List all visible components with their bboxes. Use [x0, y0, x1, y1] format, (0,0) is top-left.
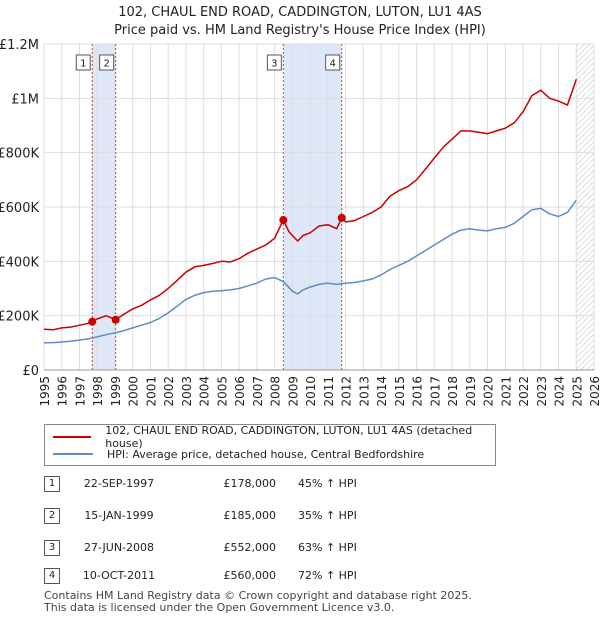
legend-item-price: 102, CHAUL END ROAD, CADDINGTON, LUTON, …	[53, 424, 495, 450]
x-tick-label: 1995	[38, 376, 52, 407]
legend-swatch-price	[53, 436, 92, 438]
x-tick-label: 2018	[446, 376, 460, 407]
x-tick-label: 2022	[517, 376, 531, 407]
sale-label-text: 1	[80, 59, 86, 70]
legend-label-price: 102, CHAUL END ROAD, CADDINGTON, LUTON, …	[105, 424, 473, 450]
x-tick-label: 2016	[411, 376, 425, 407]
y-tick-label: £600K	[0, 201, 39, 216]
transaction-date: 15-JAN-1999	[84, 509, 154, 522]
transaction-row: 1 22-SEP-1997 £178,000 45% ↑ HPI	[44, 476, 524, 494]
transaction-date: 27-JUN-2008	[83, 541, 155, 554]
chart-title: 102, CHAUL END ROAD, CADDINGTON, LUTON, …	[118, 5, 482, 20]
x-tick-label: 2004	[198, 376, 212, 407]
sale-label-text: 4	[330, 59, 336, 70]
x-tick-label: 2023	[535, 376, 549, 407]
x-tick-label: 2015	[393, 376, 407, 407]
y-tick-label: £1.2M	[0, 38, 39, 53]
footer-copyright: Contains HM Land Registry data © Crown c…	[44, 589, 472, 602]
x-tick-label: 2026	[588, 376, 600, 407]
transaction-number-badge: 1	[44, 476, 60, 492]
legend-item-hpi: HPI: Average price, detached house, Cent…	[53, 446, 424, 462]
y-tick-label: £800K	[0, 147, 39, 162]
x-tick-label: 2012	[340, 376, 354, 407]
x-tick-label: 2025	[570, 376, 584, 407]
x-tick-label: 2002	[162, 376, 176, 407]
transaction-price: £178,000	[223, 477, 277, 490]
x-tick-label: 2011	[322, 376, 336, 407]
transaction-date: 22-SEP-1997	[83, 477, 155, 490]
x-tick-label: 2008	[269, 376, 283, 407]
x-tick-label: 2020	[482, 376, 496, 407]
sale-label-box	[325, 54, 341, 71]
transaction-hpi-change: 35% ↑ HPI	[298, 509, 357, 522]
sale-label-box	[99, 54, 115, 71]
footer-license: This data is licensed under the Open Gov…	[44, 601, 395, 614]
x-tick-label: 1996	[56, 376, 70, 407]
x-tick-label: 1998	[91, 376, 105, 407]
sale-label-text: 3	[271, 59, 277, 70]
y-tick-label: £200K	[0, 310, 39, 325]
x-tick-label: 2019	[464, 376, 478, 407]
x-tick-label: 2003	[180, 376, 194, 407]
chart-legend: 102, CHAUL END ROAD, CADDINGTON, LUTON, …	[44, 424, 496, 466]
x-tick-label: 2006	[233, 376, 247, 407]
y-tick-label: £0	[22, 364, 39, 379]
x-tick-label: 2013	[357, 376, 371, 407]
x-tick-label: 2005	[215, 376, 229, 407]
x-tick-label: 2014	[375, 376, 389, 407]
sale-point	[111, 315, 120, 324]
y-tick-label: £1M	[11, 92, 39, 107]
price-paid-line	[43, 79, 578, 331]
x-tick-label: 2010	[304, 376, 318, 407]
legend-swatch-hpi	[53, 453, 93, 455]
x-tick-label: 2000	[127, 376, 141, 407]
y-tick-label: £400K	[0, 255, 39, 270]
hpi-line	[43, 199, 577, 344]
sale-point	[88, 317, 97, 326]
transaction-number-badge: 3	[44, 540, 60, 556]
transaction-number-badge: 2	[44, 508, 60, 524]
transaction-hpi-change: 45% ↑ HPI	[298, 477, 357, 490]
x-tick-label: 2021	[499, 376, 513, 407]
x-tick-label: 1999	[109, 376, 123, 407]
x-tick-label: 2001	[144, 376, 158, 407]
transaction-row: 3 27-JUN-2008 £552,000 63% ↑ HPI	[44, 540, 524, 558]
sale-label-box	[75, 54, 91, 71]
x-tick-label: 2007	[251, 376, 265, 407]
sale-label-box	[266, 54, 282, 71]
transaction-price: £560,000	[223, 569, 277, 582]
transaction-hpi-change: 72% ↑ HPI	[298, 569, 357, 582]
chart-subtitle: Price paid vs. HM Land Registry's House …	[114, 23, 486, 38]
transaction-row: 2 15-JAN-1999 £185,000 35% ↑ HPI	[44, 508, 524, 526]
x-tick-label: 1997	[73, 376, 87, 407]
x-tick-label: 2017	[428, 376, 442, 407]
transaction-date: 10-OCT-2011	[82, 569, 156, 582]
transaction-number-badge: 4	[44, 568, 60, 584]
transaction-price: £552,000	[223, 541, 277, 554]
sale-point	[279, 216, 288, 225]
price-chart: 1 2 3 4 £0 £200K £400K £600K £800K £1M £1.2M 1995 19…	[0, 38, 600, 407]
legend-label-hpi: HPI: Average price, detached house, Cent…	[107, 447, 425, 461]
transaction-hpi-change: 63% ↑ HPI	[298, 541, 357, 554]
x-tick-label: 2009	[286, 376, 300, 407]
sale-label-text: 2	[103, 59, 109, 70]
sale-point	[337, 213, 346, 222]
x-tick-label: 2024	[553, 376, 567, 407]
transaction-row: 4 10-OCT-2011 £560,000 72% ↑ HPI	[44, 568, 524, 586]
transaction-price: £185,000	[223, 509, 277, 522]
